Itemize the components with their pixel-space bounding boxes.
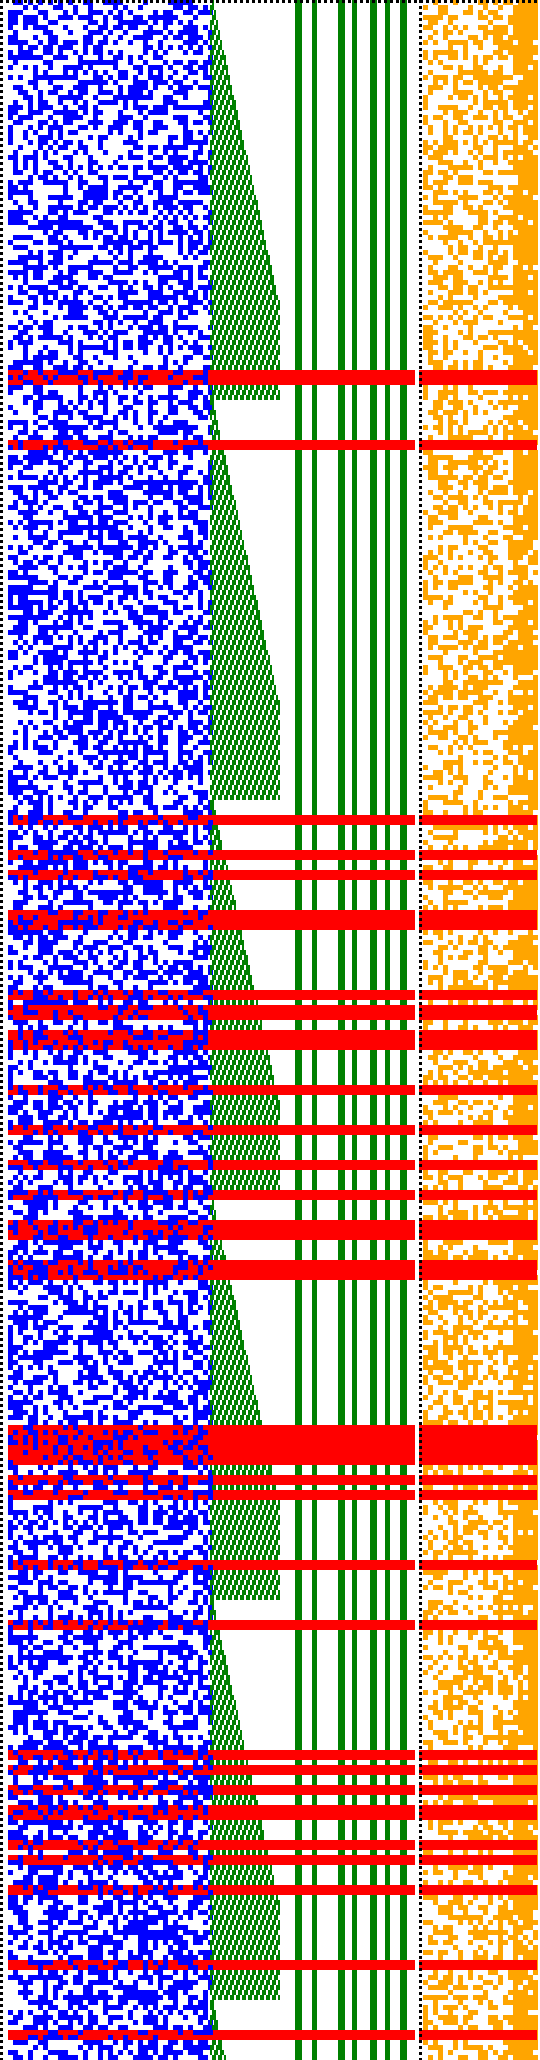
bitmap-canvas	[0, 0, 540, 2060]
bitmap-visualization	[0, 0, 540, 2060]
